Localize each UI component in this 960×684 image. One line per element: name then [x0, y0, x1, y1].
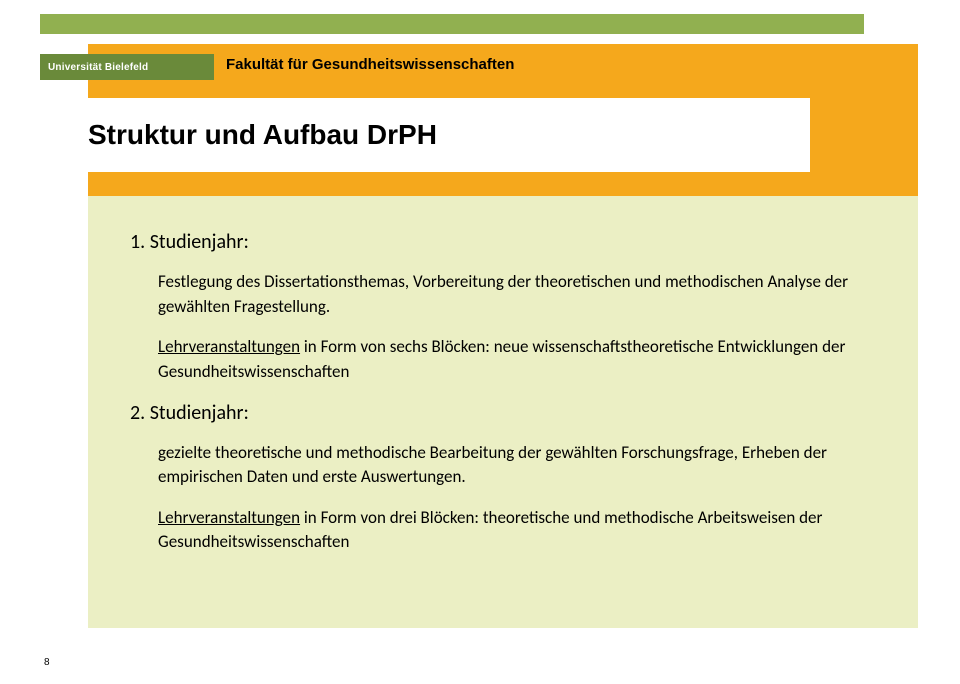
year1-paragraph-2: Lehrveranstaltungen in Form von sechs Bl…: [158, 335, 880, 384]
title-box: Struktur und Aufbau DrPH: [40, 98, 810, 172]
content-panel: 1. Studienjahr: Festlegung des Dissertat…: [88, 196, 918, 628]
decor-green-bar: [40, 14, 864, 34]
year2-paragraph-1: gezielte theoretische und methodische Be…: [158, 441, 880, 490]
year2-paragraph-2: Lehrveranstaltungen in Form von drei Blö…: [158, 506, 880, 555]
page-title: Struktur und Aufbau DrPH: [88, 119, 437, 151]
page-number: 8: [44, 657, 50, 668]
year1-paragraph-1: Festlegung des Dissertationsthemas, Vorb…: [158, 270, 880, 319]
university-logo: Universität Bielefeld: [40, 54, 214, 80]
year1-lehrveranstaltungen: Lehrveranstaltungen: [158, 336, 300, 357]
university-logo-text: Universität Bielefeld: [48, 62, 148, 73]
year2-lehrveranstaltungen: Lehrveranstaltungen: [158, 507, 300, 528]
year2-heading: 2. Studienjahr:: [130, 401, 880, 425]
year1-heading: 1. Studienjahr:: [130, 230, 880, 254]
faculty-name: Fakultät für Gesundheitswissenschaften: [226, 56, 514, 73]
